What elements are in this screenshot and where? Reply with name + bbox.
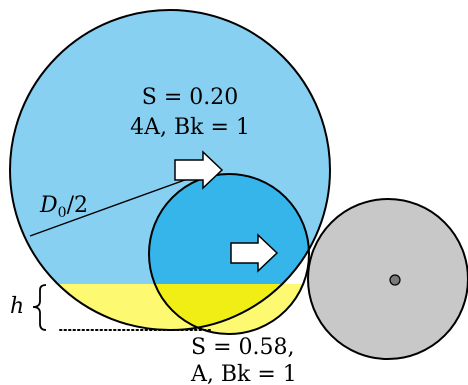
- arrow-small-drop: [230, 233, 279, 273]
- height-brace: [32, 284, 47, 331]
- arrow-large-drop: [174, 150, 224, 190]
- small-drop-params-label: A, Bk = 1: [190, 362, 297, 385]
- small-drop-s-label: S = 0.58,: [191, 335, 294, 360]
- gray-circle: [307, 198, 468, 360]
- radius-label: D0/2: [39, 193, 88, 221]
- large-drop-s-label: S = 0.20: [142, 85, 238, 110]
- height-label: h: [10, 294, 24, 319]
- center-dot: [389, 274, 401, 286]
- large-drop-params-label: 4A, Bk = 1: [130, 115, 250, 140]
- small-drop-outline: [148, 173, 310, 335]
